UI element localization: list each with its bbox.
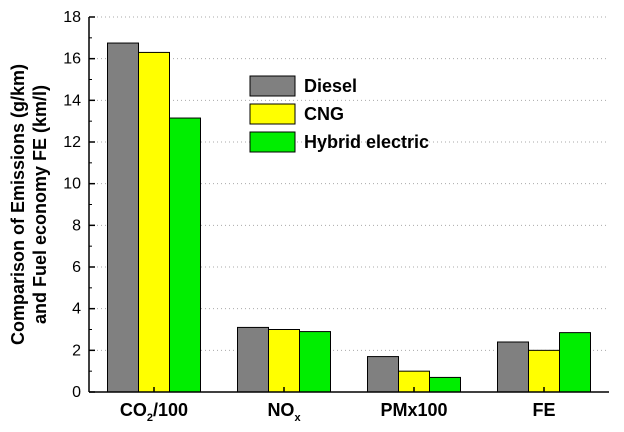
y-tick-label: 8 (72, 217, 81, 234)
y-axis-label-line: Comparison of Emissions (g/km) (8, 64, 28, 345)
bar-cng (528, 349, 560, 393)
bar-diesel (497, 341, 529, 393)
legend-label: Diesel (304, 76, 357, 96)
bar-hybrid-electric (169, 117, 201, 393)
bars (107, 42, 591, 393)
y-tick-label: 4 (72, 301, 81, 318)
x-tick-label: PMx100 (380, 400, 447, 420)
bar-hybrid-electric (299, 331, 331, 393)
y-axis-label: Comparison of Emissions (g/km) and Fuel e… (8, 64, 50, 345)
legend: Diesel CNG Hybrid electric (249, 75, 429, 153)
x-tick-label: NOx (267, 400, 301, 424)
legend-label: CNG (304, 104, 344, 124)
x-tick-label: CO2/100 (120, 400, 188, 424)
y-tick-label: 14 (63, 92, 81, 109)
bar-diesel (367, 356, 399, 393)
bar-hybrid-electric (429, 376, 461, 393)
x-tick-label: FE (532, 400, 555, 420)
y-axis-label-line: and Fuel economy FE (km/l) (30, 85, 50, 324)
grid-lines (89, 16, 609, 351)
axes: 0 2 4 6 8 10 12 14 16 18 CO2/100 NOx PMx100 FE (63, 9, 609, 424)
y-tick-label: 0 (72, 384, 81, 401)
y-tick-label: 10 (63, 176, 81, 193)
y-tick-label: 18 (63, 9, 81, 26)
legend-swatch (249, 103, 296, 125)
legend-swatch (249, 75, 296, 97)
y-tick-label: 2 (72, 342, 81, 359)
bar-diesel (237, 326, 269, 393)
legend-label: Hybrid electric (304, 132, 429, 152)
y-tick-label: 12 (63, 134, 81, 151)
y-tick-label: 6 (72, 259, 81, 276)
y-tick-label: 16 (63, 51, 81, 68)
legend-swatch (249, 131, 296, 153)
bar-cng (138, 51, 170, 393)
bar-cng (268, 329, 300, 393)
bar-diesel (107, 42, 139, 393)
bar-hybrid-electric (559, 332, 591, 393)
